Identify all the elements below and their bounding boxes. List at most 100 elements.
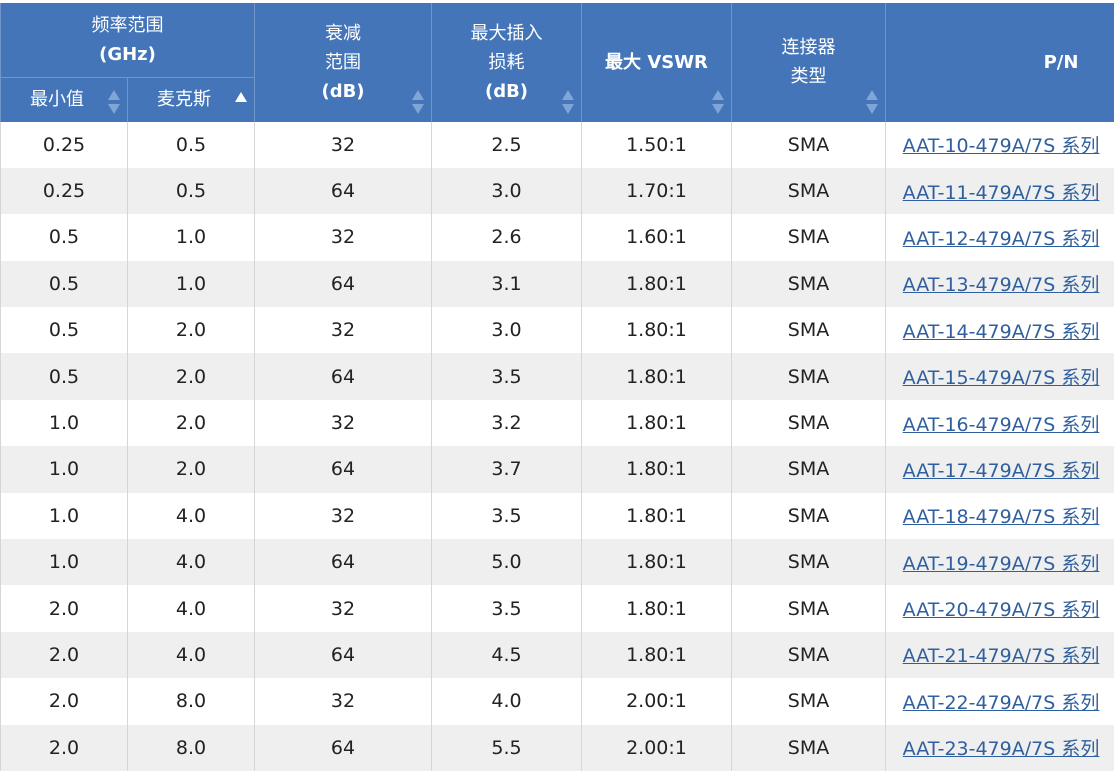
header-text: 最大插入 [432,19,581,48]
cell-pn: AAT-21-479A/7S 系列 [886,632,1114,678]
cell-attenuation: 64 [255,446,432,492]
cell-max: 0.5 [128,122,255,168]
pn-link[interactable]: AAT-19-479A/7S 系列 [903,553,1100,575]
cell-max: 2.0 [128,400,255,446]
pn-link[interactable]: AAT-22-479A/7S 系列 [903,692,1100,714]
cell-connector: SMA [732,261,886,307]
pn-link[interactable]: AAT-11-479A/7S 系列 [903,182,1100,204]
cell-connector: SMA [732,446,886,492]
cell-max: 8.0 [128,678,255,724]
cell-min: 0.5 [1,214,128,260]
cell-pn: AAT-12-479A/7S 系列 [886,214,1114,260]
cell-vswr: 1.80:1 [582,261,732,307]
cell-vswr: 1.60:1 [582,214,732,260]
cell-attenuation: 64 [255,632,432,678]
header-text: 损耗 [432,48,581,77]
pn-link[interactable]: AAT-12-479A/7S 系列 [903,228,1100,250]
header-vswr[interactable]: 最大 VSWR [582,3,732,122]
sort-icon[interactable] [562,90,573,114]
cell-pn: AAT-20-479A/7S 系列 [886,585,1114,631]
cell-pn: AAT-18-479A/7S 系列 [886,493,1114,539]
cell-min: 1.0 [1,493,128,539]
cell-insertion-loss: 4.5 [432,632,582,678]
cell-connector: SMA [732,585,886,631]
cell-vswr: 1.80:1 [582,632,732,678]
header-pn: P/N [886,3,1114,122]
cell-insertion-loss: 4.0 [432,678,582,724]
cell-min: 1.0 [1,446,128,492]
header-text: (GHz) [1,40,254,69]
header-text: 麦克斯 [157,89,211,110]
cell-insertion-loss: 3.2 [432,400,582,446]
header-text: 衰减 [255,19,431,48]
pn-link[interactable]: AAT-17-479A/7S 系列 [903,460,1100,482]
cell-connector: SMA [732,632,886,678]
cell-vswr: 1.70:1 [582,168,732,214]
sort-icon[interactable] [108,90,119,114]
pn-link[interactable]: AAT-21-479A/7S 系列 [903,645,1100,667]
cell-max: 4.0 [128,539,255,585]
pn-link[interactable]: AAT-23-479A/7S 系列 [903,738,1100,760]
cell-attenuation: 32 [255,493,432,539]
cell-max: 4.0 [128,585,255,631]
pn-link[interactable]: AAT-15-479A/7S 系列 [903,367,1100,389]
cell-insertion-loss: 2.6 [432,214,582,260]
cell-pn: AAT-10-479A/7S 系列 [886,122,1114,168]
cell-attenuation: 32 [255,214,432,260]
cell-min: 1.0 [1,539,128,585]
cell-attenuation: 64 [255,261,432,307]
sort-icon[interactable] [712,90,723,114]
cell-max: 2.0 [128,446,255,492]
cell-vswr: 2.00:1 [582,678,732,724]
cell-pn: AAT-11-479A/7S 系列 [886,168,1114,214]
header-text: 最小值 [30,89,84,110]
header-text: 类型 [732,62,885,91]
header-attenuation[interactable]: 衰减 范围 (dB) [255,3,432,122]
cell-insertion-loss: 3.0 [432,168,582,214]
cell-max: 4.0 [128,493,255,539]
header-text: 最大 VSWR [582,48,731,77]
pn-link[interactable]: AAT-10-479A/7S 系列 [903,135,1100,157]
pn-link[interactable]: AAT-13-479A/7S 系列 [903,274,1100,296]
cell-attenuation: 64 [255,168,432,214]
sort-ascending-icon[interactable] [235,92,246,104]
cell-pn: AAT-13-479A/7S 系列 [886,261,1114,307]
header-text: P/N [886,48,1114,77]
products-table: 频率范围 (GHz) 衰减 范围 (dB) 最大插入 损耗 (dB) 最大 VS… [0,3,1114,771]
header-min[interactable]: 最小值 [1,77,128,122]
pn-link[interactable]: AAT-18-479A/7S 系列 [903,506,1100,528]
cell-pn: AAT-22-479A/7S 系列 [886,678,1114,724]
header-insertion-loss[interactable]: 最大插入 损耗 (dB) [432,3,582,122]
cell-vswr: 1.80:1 [582,307,732,353]
header-connector-type[interactable]: 连接器 类型 [732,3,886,122]
cell-insertion-loss: 3.5 [432,353,582,399]
cell-pn: AAT-17-479A/7S 系列 [886,446,1114,492]
cell-connector: SMA [732,307,886,353]
pn-link[interactable]: AAT-20-479A/7S 系列 [903,599,1100,621]
cell-connector: SMA [732,168,886,214]
cell-connector: SMA [732,400,886,446]
cell-vswr: 1.80:1 [582,493,732,539]
sort-icon[interactable] [412,90,423,114]
cell-insertion-loss: 3.1 [432,261,582,307]
cell-insertion-loss: 3.5 [432,585,582,631]
header-max[interactable]: 麦克斯 [128,77,255,122]
pn-link[interactable]: AAT-16-479A/7S 系列 [903,414,1100,436]
cell-connector: SMA [732,214,886,260]
cell-vswr: 1.80:1 [582,585,732,631]
cell-pn: AAT-16-479A/7S 系列 [886,400,1114,446]
cell-min: 2.0 [1,725,128,771]
pn-link[interactable]: AAT-14-479A/7S 系列 [903,321,1100,343]
cell-vswr: 1.80:1 [582,400,732,446]
header-text: 范围 [255,48,431,77]
cell-min: 0.5 [1,307,128,353]
sort-icon[interactable] [866,90,877,114]
